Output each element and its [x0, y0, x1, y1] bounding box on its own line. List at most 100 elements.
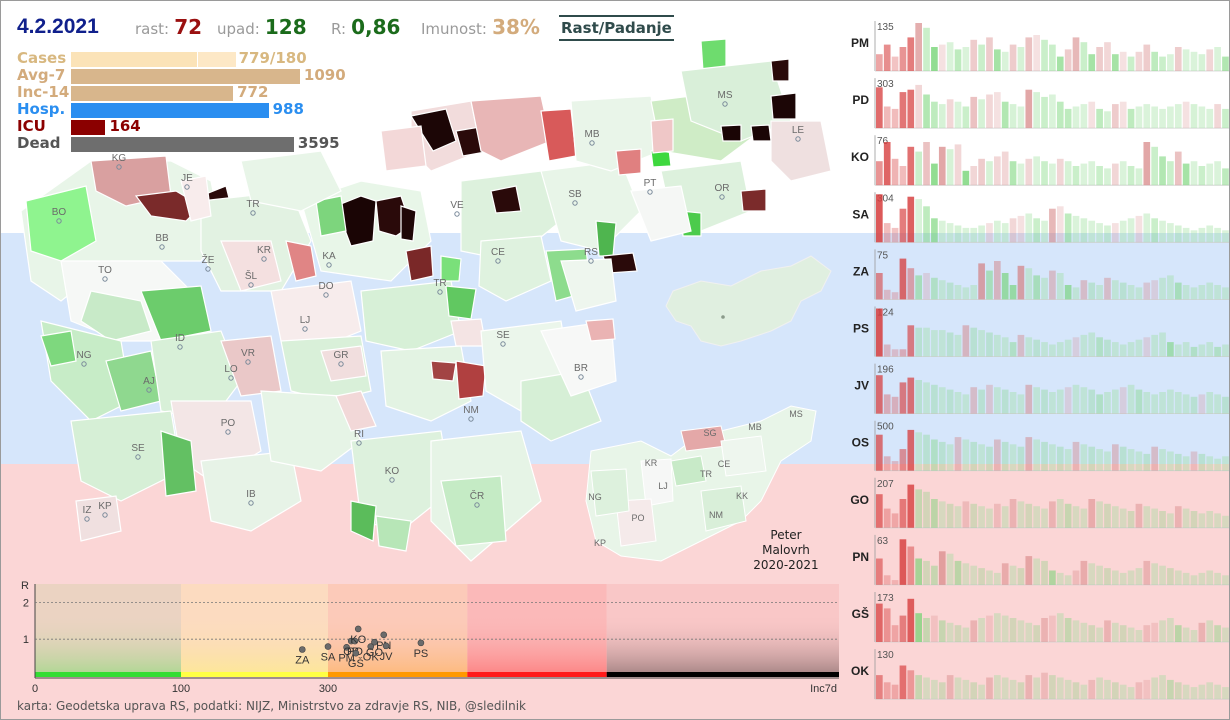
map-region[interactable]: [375, 515, 412, 552]
scatter-point[interactable]: [382, 642, 390, 650]
map-region[interactable]: [75, 495, 122, 542]
sparkline-bar: [1159, 511, 1166, 528]
sparkline-bar: [1049, 570, 1056, 585]
map-region[interactable]: [220, 240, 282, 292]
mini-map-region[interactable]: [640, 458, 674, 507]
sparkline-bar: [938, 44, 946, 71]
map-region-label: VE: [450, 200, 464, 211]
sparkline-bar: [1001, 441, 1009, 471]
sparkline-bar: [994, 220, 1001, 243]
sparkline-max-label: 130: [877, 650, 894, 661]
scatter-point[interactable]: [417, 639, 425, 647]
map-region[interactable]: [478, 235, 552, 302]
scatter-point[interactable]: [324, 643, 332, 650]
map-region[interactable]: [40, 330, 77, 367]
sparkline-bar: [1104, 225, 1111, 243]
map-region[interactable]: [750, 124, 772, 142]
map-region[interactable]: [335, 195, 377, 247]
map-region[interactable]: [400, 205, 417, 242]
sparkline-bar: [1167, 451, 1174, 471]
map-region[interactable]: [615, 148, 642, 176]
sparkline-bar: [1127, 384, 1135, 414]
scatter-point[interactable]: [343, 643, 350, 651]
map-region[interactable]: [315, 195, 347, 237]
map-region[interactable]: [540, 108, 577, 162]
map-region[interactable]: [350, 500, 377, 542]
mini-map-region[interactable]: [670, 455, 707, 487]
map-region[interactable]: [405, 245, 434, 282]
map-region[interactable]: [260, 390, 362, 472]
growth-label: rast:: [135, 20, 170, 38]
map-region[interactable]: [445, 285, 477, 320]
sparkline-bar: [1041, 96, 1048, 129]
scatter-point-label: PM: [338, 652, 355, 664]
map-region[interactable]: [470, 95, 552, 162]
map-region[interactable]: [770, 92, 797, 120]
map-region[interactable]: [560, 258, 617, 312]
map-region[interactable]: [240, 150, 342, 212]
sparkline-bar: [1064, 339, 1072, 357]
sparkline-bar: [883, 682, 891, 700]
map-region[interactable]: [630, 185, 692, 242]
map-region[interactable]: [440, 475, 507, 547]
sparkline-bar: [1041, 342, 1048, 357]
map-region[interactable]: [380, 125, 427, 172]
map-region-label: AJ: [143, 376, 155, 387]
map-region[interactable]: [740, 188, 767, 212]
mini-map-region[interactable]: [700, 485, 747, 532]
map-region-label: ŠL: [245, 269, 258, 282]
mini-map-label: MS: [789, 409, 803, 419]
map-region-label: IB: [246, 489, 256, 500]
mini-map-region[interactable]: [590, 468, 630, 517]
map-region[interactable]: [770, 120, 832, 182]
scatter-point[interactable]: [351, 637, 359, 645]
scatter-point[interactable]: [354, 625, 362, 633]
sparkline-bar: [899, 449, 907, 471]
city-marker: [261, 256, 267, 262]
map-region[interactable]: [595, 220, 617, 257]
map-region[interactable]: [70, 410, 182, 502]
sparkline-bar: [1064, 679, 1072, 700]
sparkline-bar: [1088, 332, 1096, 357]
sparkline-bar: [883, 508, 891, 528]
map-region-label: JE: [181, 173, 193, 184]
map-region[interactable]: [25, 185, 97, 262]
map-region[interactable]: [490, 185, 522, 214]
map-region[interactable]: [360, 280, 462, 352]
map-region[interactable]: [220, 335, 282, 397]
scatter-point[interactable]: [352, 649, 360, 657]
map-region[interactable]: [770, 58, 790, 82]
map-region-label: KG: [112, 153, 127, 164]
map-region[interactable]: [335, 390, 377, 432]
map-region[interactable]: [285, 240, 317, 282]
map-region[interactable]: [455, 360, 487, 400]
scatter-point[interactable]: [298, 646, 306, 653]
mini-map-region[interactable]: [720, 435, 767, 477]
sparkline-bar: [962, 627, 970, 642]
map-region[interactable]: [160, 430, 197, 497]
sparkline-max-label: 173: [877, 593, 894, 604]
sparkline-bar: [1151, 51, 1158, 71]
map-region[interactable]: [140, 285, 212, 342]
scatter-point[interactable]: [371, 638, 378, 646]
scatter-point-label: SA: [321, 652, 336, 664]
map-region[interactable]: [650, 118, 674, 154]
scatter-point[interactable]: [380, 631, 388, 639]
sparkline-bar: [1056, 572, 1064, 585]
mode-toggle-button[interactable]: Rast/Padanje: [559, 15, 674, 41]
scatter-point[interactable]: [367, 643, 375, 650]
map-region[interactable]: [720, 124, 742, 142]
sparkline-bar: [1025, 503, 1033, 528]
map-region[interactable]: [440, 255, 462, 282]
map-region[interactable]: [410, 108, 457, 152]
sparkline-bar: [1167, 54, 1174, 71]
sparkline-bar: [1033, 218, 1040, 243]
map-region[interactable]: [180, 175, 212, 222]
sparkline-bar: [1127, 166, 1135, 186]
sparkline-bar: [1159, 56, 1166, 71]
map-region[interactable]: [430, 360, 457, 382]
sparkline-bar: [1025, 337, 1033, 357]
map-region[interactable]: [80, 290, 152, 342]
sparkline-bar: [970, 503, 978, 528]
map-region[interactable]: [585, 318, 616, 342]
